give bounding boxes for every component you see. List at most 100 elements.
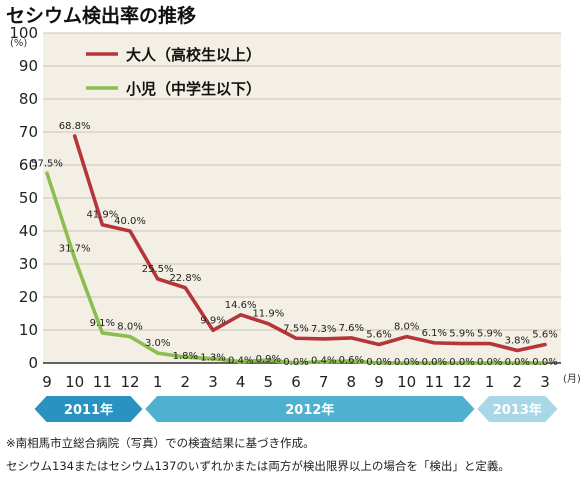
series-1-point-18: [543, 361, 547, 365]
data-label-s0-18: 5.6%: [532, 330, 557, 341]
data-label-s1-15: 0.0%: [449, 357, 474, 368]
x-tick-label-4: 1: [153, 373, 163, 391]
series-1-point-12: [377, 361, 381, 365]
y-tick-label-70: 70: [19, 123, 38, 141]
series-1-point-14: [432, 361, 436, 365]
x-tick-label-9: 6: [291, 373, 301, 391]
data-label-s1-1: 31.7%: [59, 243, 91, 254]
series-1-point-4: [156, 351, 160, 355]
y-tick-label-90: 90: [19, 57, 38, 75]
series-1-point-13: [405, 361, 409, 365]
series-1-point-1: [73, 256, 77, 260]
data-label-s1-14: 0.0%: [422, 357, 447, 368]
legend-label-children: 小児（中学生以下）: [126, 80, 261, 98]
series-1-point-10: [322, 360, 326, 364]
data-label-s0-14: 6.1%: [422, 328, 447, 339]
series-1-point-2: [100, 331, 104, 335]
x-tick-label-2: 11: [93, 373, 112, 391]
year-label-2: 2013年: [493, 402, 542, 418]
series-1-point-9: [294, 361, 298, 365]
series-group: [45, 134, 547, 365]
series-0-point-16: [488, 342, 492, 346]
data-label-s1-5: 1.8%: [173, 351, 198, 362]
series-0-point-10: [322, 337, 326, 341]
legend: 大人（高校生以上） 小児（中学生以下）: [86, 46, 261, 98]
series-0-point-11: [349, 336, 353, 340]
x-tick-label-10: 7: [319, 373, 329, 391]
series-line-0: [72, 134, 547, 353]
data-label-s0-10: 7.3%: [311, 324, 336, 335]
data-label-s0-1: 68.8%: [59, 121, 91, 132]
series-0-point-13: [405, 335, 409, 339]
data-label-s1-9: 0.0%: [283, 357, 308, 368]
grid-lines: [43, 32, 561, 364]
data-label-s0-7: 14.6%: [225, 300, 257, 311]
y-tick-label-60: 60: [19, 156, 38, 174]
x-tick-label-0: 9: [42, 373, 52, 391]
data-label-s0-6: 9.9%: [200, 315, 225, 326]
data-label-s0-12: 5.6%: [366, 330, 391, 341]
data-label-s1-11: 0.6%: [339, 355, 364, 366]
data-label-s0-3: 40.0%: [114, 216, 146, 227]
series-0-point-17: [515, 348, 519, 352]
data-label-s0-17: 3.8%: [505, 335, 530, 346]
x-tick-label-16: 1: [485, 373, 495, 391]
data-label-s1-3: 8.0%: [117, 322, 142, 333]
data-label-s0-13: 8.0%: [394, 322, 419, 333]
series-1-point-6: [211, 357, 215, 361]
y-tick-label-30: 30: [19, 255, 38, 273]
year-label-0: 2011年: [64, 402, 113, 418]
series-0-point-8: [266, 322, 270, 326]
y-tick-label-80: 80: [19, 90, 38, 108]
x-tick-label-17: 2: [513, 373, 523, 391]
series-1-point-16: [488, 361, 492, 365]
x-axis-unit: (月): [563, 373, 581, 385]
y-tick-label-0: 0: [28, 354, 38, 372]
data-label-s1-18: 0.0%: [532, 357, 557, 368]
x-axis-ticks: 9 10 11 12 1 2 3 4 5 6 7 8 9 10 11 12 1 2 3: [42, 373, 550, 391]
data-label-s0-2: 41.9%: [86, 210, 118, 221]
series-0-point-3: [128, 229, 132, 233]
data-label-s1-17: 0.0%: [505, 357, 530, 368]
data-labels: 68.8% 41.9%40.0% 25.5%22.8% 9.9%14.6%11.9% 7…: [31, 121, 558, 368]
data-label-s0-11: 7.6%: [339, 323, 364, 334]
data-label-s0-5: 22.8%: [169, 273, 201, 284]
year-arrow-2: [477, 396, 558, 422]
y-tick-label-20: 20: [19, 288, 38, 306]
data-label-s1-2: 9.1%: [90, 318, 115, 329]
data-label-s0-9: 7.5%: [283, 323, 308, 334]
data-label-s1-8: 0.9%: [256, 354, 281, 365]
series-0-point-6: [211, 328, 215, 332]
series-1-point-15: [460, 361, 464, 365]
x-tick-label-11: 8: [347, 373, 357, 391]
series-1-point-17: [515, 361, 519, 365]
data-label-s0-16: 5.9%: [477, 329, 502, 340]
series-1-point-3: [128, 335, 132, 339]
data-label-s1-4: 3.0%: [145, 338, 170, 349]
data-label-s0-8: 11.9%: [252, 309, 284, 320]
data-label-s1-6: 1.3%: [200, 353, 225, 364]
footnote-2: セシウム134またはセシウム137のいずれかまたは両方が検出限界以上の場合を「検…: [6, 459, 510, 473]
x-tick-label-12: 9: [374, 373, 384, 391]
x-tick-label-8: 5: [264, 373, 274, 391]
y-tick-label-40: 40: [19, 222, 38, 240]
data-label-s1-12: 0.0%: [366, 357, 391, 368]
year-banners: 2011年 2012年 2013年: [34, 396, 558, 422]
x-tick-label-3: 12: [120, 373, 139, 391]
year-label-1: 2012年: [285, 402, 334, 418]
series-0-point-2: [100, 223, 104, 227]
y-axis-ticks: 0 10 20 30 40 50 60 70 80 90 100: [9, 24, 38, 372]
series-0-point-5: [183, 286, 187, 290]
series-0-point-1: [73, 134, 77, 138]
series-1-point-5: [183, 355, 187, 359]
series-0-point-9: [294, 336, 298, 340]
x-tick-label-6: 3: [208, 373, 218, 391]
series-1-point-7: [239, 360, 243, 364]
x-tick-label-5: 2: [181, 373, 191, 391]
series-0-point-4: [156, 277, 160, 281]
series-0-point-15: [460, 342, 464, 346]
chart-title: セシウム検出率の推移: [6, 4, 196, 27]
x-tick-label-7: 4: [236, 373, 246, 391]
data-label-s1-13: 0.0%: [394, 357, 419, 368]
